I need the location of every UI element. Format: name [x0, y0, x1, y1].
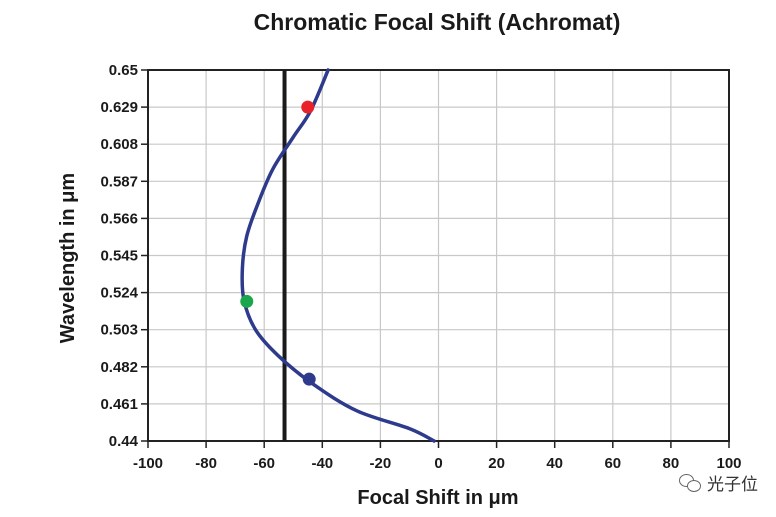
y-tick-label: 0.65 — [109, 62, 138, 79]
watermark-text: 光子位 — [707, 475, 758, 495]
x-axis-ticks: -100 -80 -60 -40 -20 0 20 40 60 80 100 — [133, 441, 742, 472]
watermark: 光子位 — [679, 470, 758, 495]
y-tick-label: 0.587 — [100, 173, 138, 190]
x-tick-label: -20 — [370, 455, 392, 472]
y-axis-ticks: 0.44 0.461 0.482 0.503 0.524 0.545 0.566 0.587 0… — [100, 62, 148, 450]
y-axis-label: Wavelength in μm — [57, 173, 79, 343]
y-tick-label: 0.566 — [100, 210, 138, 227]
y-tick-label: 0.545 — [100, 248, 138, 265]
x-tick-label: 100 — [716, 455, 741, 472]
y-tick-label: 0.482 — [100, 359, 138, 376]
focal-shift-curve — [240, 68, 436, 443]
y-tick-label: 0.44 — [109, 433, 139, 450]
x-tick-label: 0 — [434, 455, 442, 472]
y-tick-label: 0.524 — [100, 285, 138, 302]
x-tick-label: -80 — [195, 455, 217, 472]
chart-title: Chromatic Focal Shift (Achromat) — [254, 9, 621, 35]
x-tick-label: 60 — [604, 455, 621, 472]
x-tick-label: -40 — [311, 455, 333, 472]
marker-blue — [302, 372, 316, 386]
y-tick-label: 0.608 — [100, 136, 138, 153]
x-tick-label: 80 — [663, 455, 680, 472]
markers — [240, 100, 316, 386]
x-tick-label: 40 — [546, 455, 563, 472]
x-tick-label: -100 — [133, 455, 163, 472]
y-tick-label: 0.629 — [100, 99, 138, 116]
x-tick-label: 20 — [488, 455, 505, 472]
grid — [147, 69, 730, 442]
marker-red — [301, 100, 315, 114]
x-tick-label: -60 — [253, 455, 275, 472]
y-tick-label: 0.461 — [100, 396, 138, 413]
marker-green — [240, 294, 254, 308]
x-axis-label: Focal Shift in μm — [357, 487, 518, 509]
y-tick-label: 0.503 — [100, 322, 138, 339]
wechat-icon — [679, 473, 701, 492]
